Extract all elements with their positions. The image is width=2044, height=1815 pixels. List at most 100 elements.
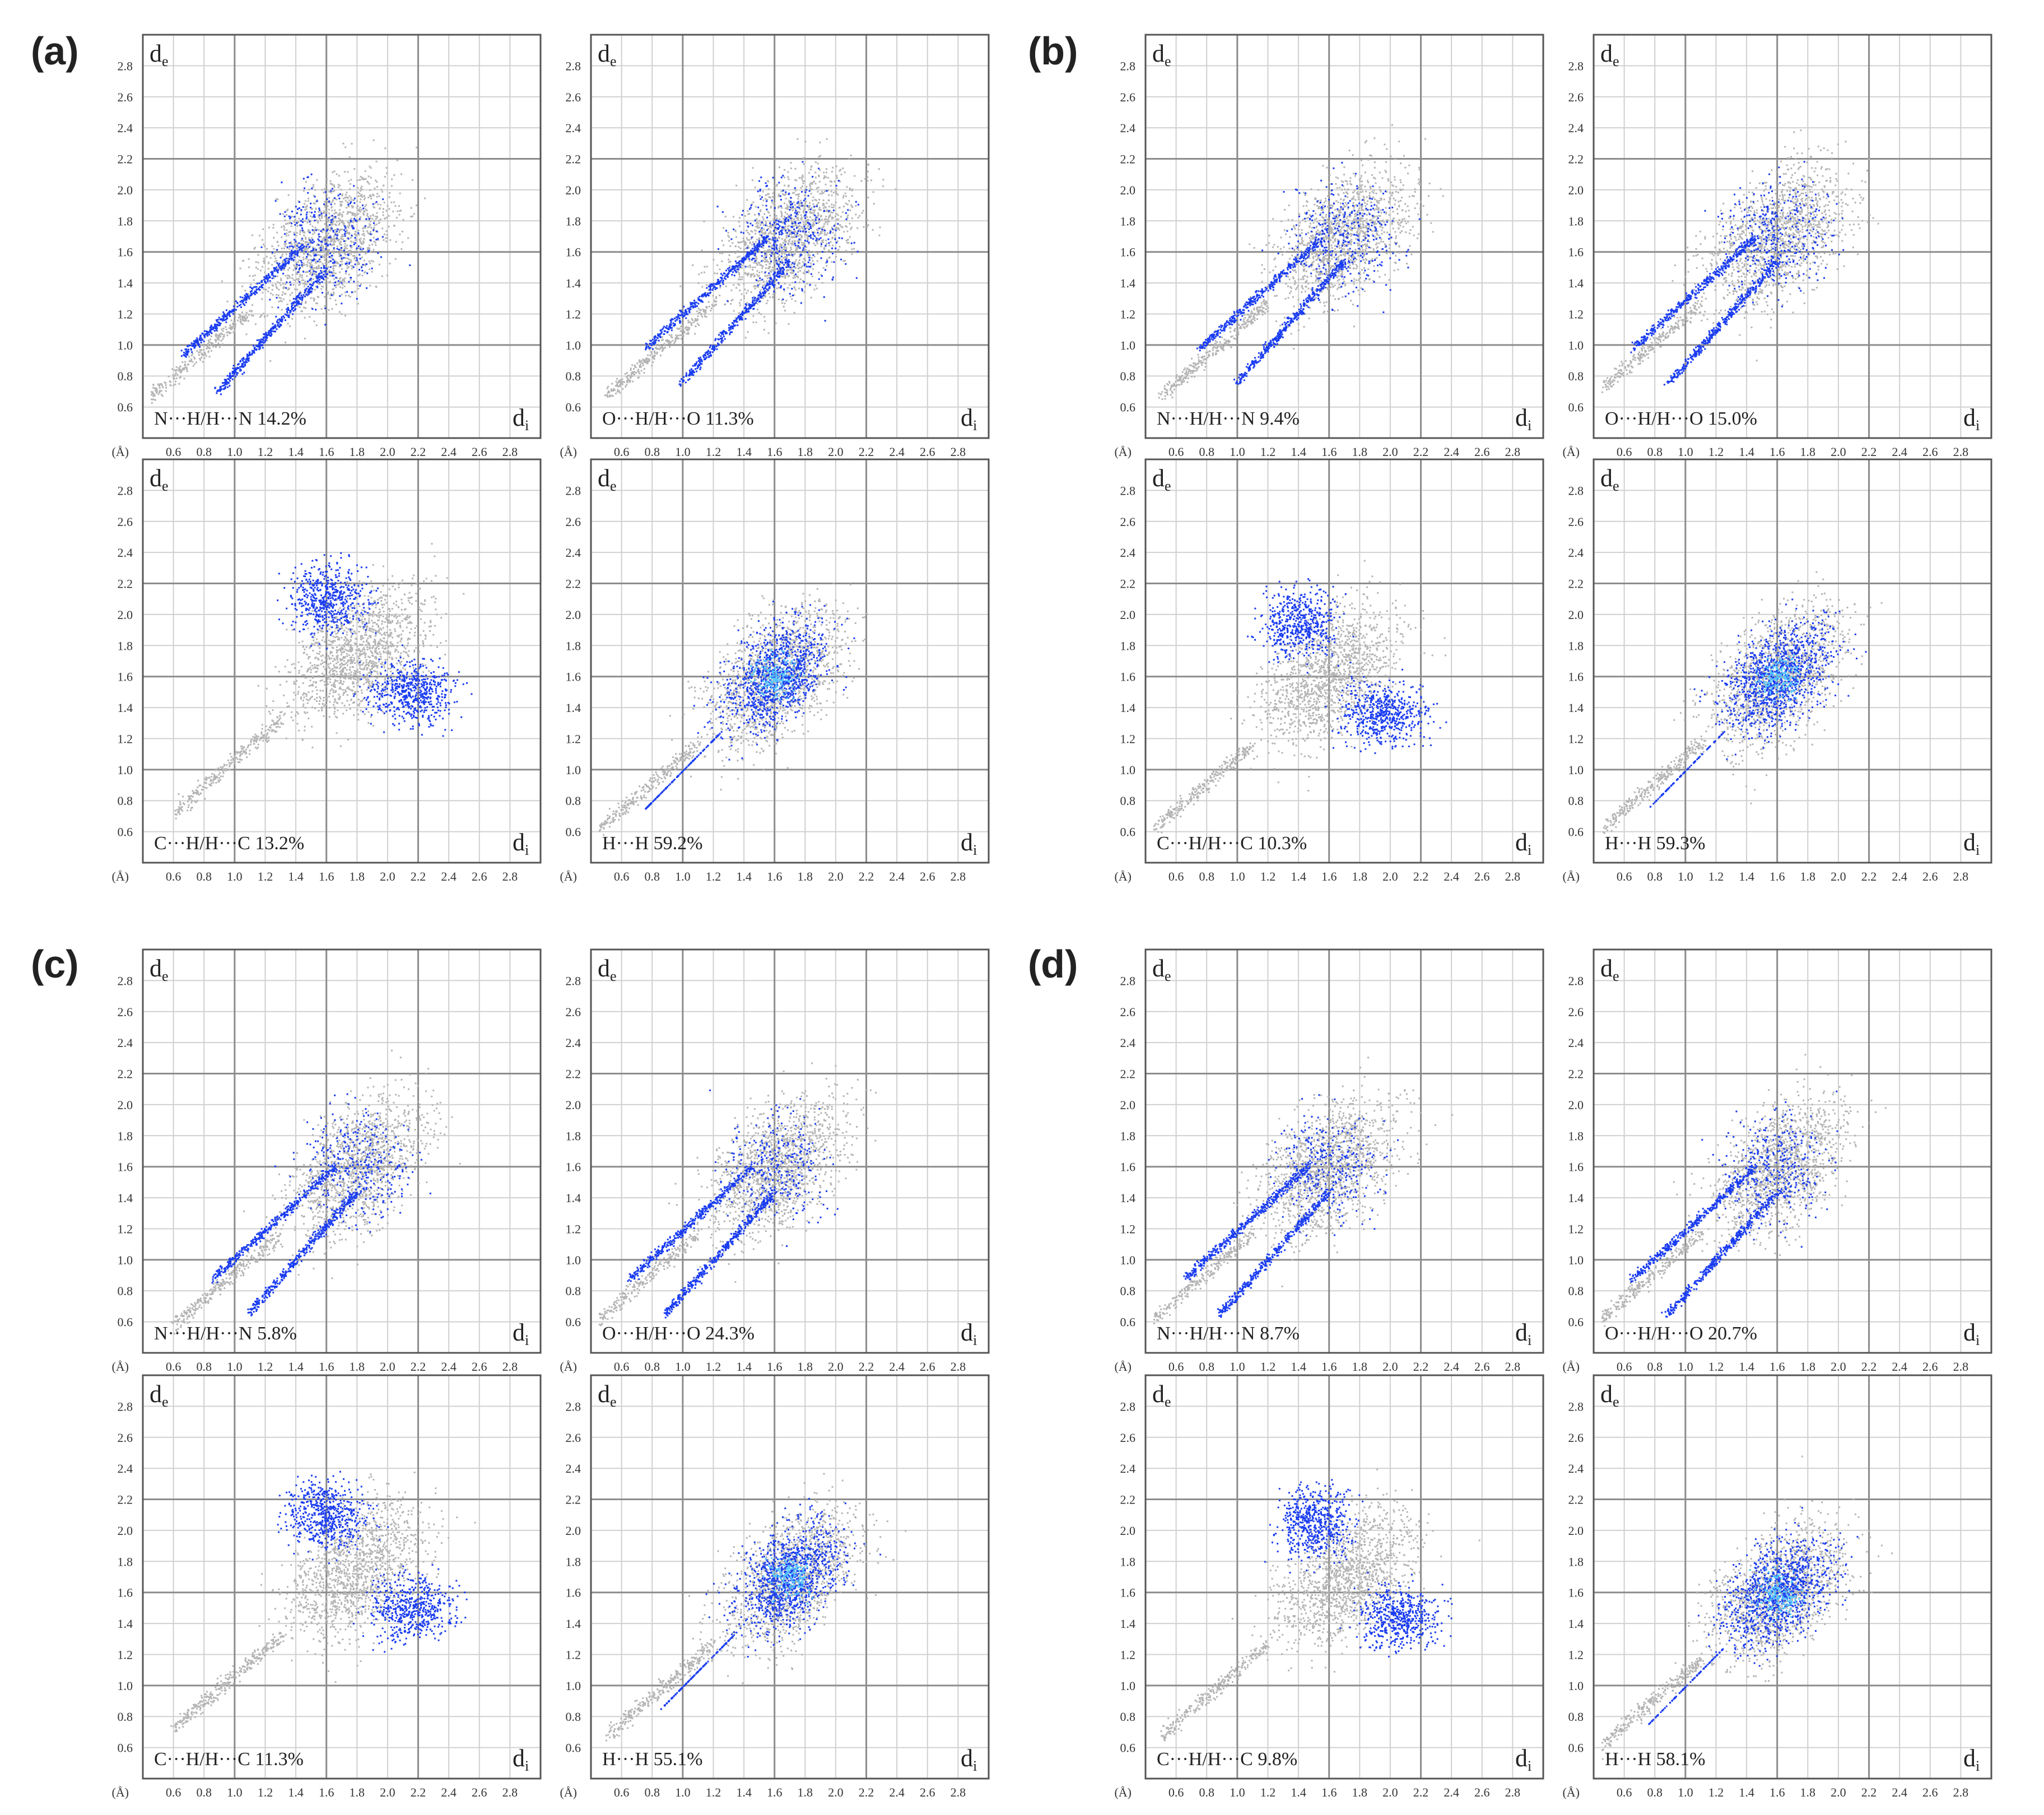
data-point-contact bbox=[185, 353, 187, 355]
data-point-full bbox=[376, 224, 378, 225]
data-point-contact bbox=[306, 295, 308, 296]
data-point-full bbox=[280, 278, 282, 280]
data-point-contact bbox=[277, 306, 279, 308]
data-point-full bbox=[337, 214, 339, 216]
data-point-full bbox=[813, 211, 815, 213]
data-point-contact bbox=[324, 243, 326, 245]
data-point-full bbox=[268, 262, 269, 264]
data-point-full bbox=[198, 352, 199, 353]
data-point-full bbox=[327, 225, 329, 227]
data-point-full bbox=[339, 282, 341, 284]
data-point-full bbox=[771, 245, 772, 246]
data-point-contact bbox=[273, 331, 274, 332]
data-point-full bbox=[333, 186, 335, 188]
data-point-full bbox=[283, 287, 285, 288]
data-point-full bbox=[357, 196, 359, 197]
x-tick-label: 2.0 bbox=[380, 445, 395, 459]
data-point-full bbox=[348, 227, 350, 229]
data-point-full bbox=[749, 260, 751, 262]
data-point-contact bbox=[346, 263, 348, 264]
data-point-contact bbox=[287, 307, 289, 309]
data-point-full bbox=[826, 265, 827, 267]
data-point-full bbox=[192, 353, 193, 355]
data-point-contact bbox=[232, 375, 234, 377]
data-point-contact bbox=[310, 284, 312, 286]
data-point-full bbox=[703, 221, 705, 222]
data-point-full bbox=[348, 199, 350, 201]
data-point-contact bbox=[327, 273, 328, 275]
data-point-full bbox=[353, 214, 355, 216]
data-point-contact bbox=[382, 236, 384, 238]
data-point-full bbox=[312, 233, 314, 235]
data-point-full bbox=[338, 253, 340, 254]
data-point-contact bbox=[359, 285, 361, 287]
data-point-contact bbox=[224, 381, 226, 383]
data-point-contact bbox=[224, 384, 225, 386]
data-point-full bbox=[331, 210, 333, 211]
data-point-full bbox=[255, 267, 257, 268]
data-point-contact bbox=[243, 359, 245, 360]
data-point-full bbox=[338, 184, 339, 185]
data-point-full bbox=[674, 342, 676, 343]
data-point-full bbox=[778, 287, 780, 288]
data-point-full bbox=[835, 256, 837, 258]
data-point-full bbox=[365, 170, 366, 172]
data-point-full bbox=[870, 179, 872, 181]
data-point-full bbox=[867, 220, 868, 221]
data-point-contact bbox=[350, 245, 351, 246]
data-point-contact bbox=[331, 271, 333, 273]
data-point-contact bbox=[315, 229, 317, 231]
data-point-full bbox=[174, 378, 175, 380]
data-point-contact bbox=[294, 305, 296, 306]
data-point-full bbox=[767, 261, 769, 263]
data-point-full bbox=[292, 274, 294, 276]
data-point-full bbox=[305, 181, 307, 183]
data-point-contact bbox=[318, 233, 320, 235]
data-point-full bbox=[288, 194, 290, 196]
data-point-full bbox=[613, 388, 614, 390]
data-point-contact bbox=[229, 313, 230, 315]
data-point-full bbox=[657, 348, 659, 350]
data-point-full bbox=[805, 249, 807, 251]
data-point-contact bbox=[326, 198, 328, 200]
data-point-full bbox=[319, 247, 320, 249]
data-point-full bbox=[344, 253, 346, 254]
data-point-full bbox=[320, 288, 322, 290]
data-point-full bbox=[369, 260, 370, 262]
data-point-full bbox=[789, 239, 790, 240]
data-point-contact bbox=[332, 215, 333, 217]
data-point-full bbox=[714, 300, 715, 301]
data-point-full bbox=[159, 390, 161, 392]
data-point-contact bbox=[325, 271, 327, 273]
data-point-contact bbox=[246, 355, 248, 357]
data-point-contact bbox=[353, 202, 355, 204]
data-point-contact bbox=[228, 379, 230, 380]
data-point-contact bbox=[240, 304, 241, 305]
data-point-contact bbox=[225, 322, 227, 323]
data-point-full bbox=[229, 332, 230, 333]
data-point-contact bbox=[375, 239, 377, 240]
data-point-contact bbox=[282, 273, 284, 274]
data-point-full bbox=[360, 190, 361, 192]
data-point-full bbox=[364, 197, 366, 198]
data-point-full bbox=[325, 278, 327, 280]
data-point-full bbox=[295, 244, 296, 246]
data-point-full bbox=[809, 211, 811, 213]
data-point-full bbox=[156, 388, 157, 390]
data-point-full bbox=[328, 221, 329, 222]
data-point-full bbox=[321, 245, 323, 246]
data-point-full bbox=[246, 312, 248, 314]
data-point-full bbox=[270, 292, 272, 294]
data-point-full bbox=[212, 343, 214, 345]
data-point-full bbox=[251, 310, 253, 312]
data-point-full bbox=[242, 320, 244, 322]
data-point-full bbox=[797, 138, 798, 140]
data-point-full bbox=[340, 229, 342, 231]
data-point-contact bbox=[253, 286, 255, 288]
data-point-full bbox=[834, 180, 835, 182]
data-point-contact bbox=[323, 229, 324, 230]
data-point-full bbox=[291, 225, 292, 227]
data-point-contact bbox=[269, 280, 271, 282]
data-point-full bbox=[304, 209, 306, 211]
data-point-full bbox=[294, 246, 296, 248]
